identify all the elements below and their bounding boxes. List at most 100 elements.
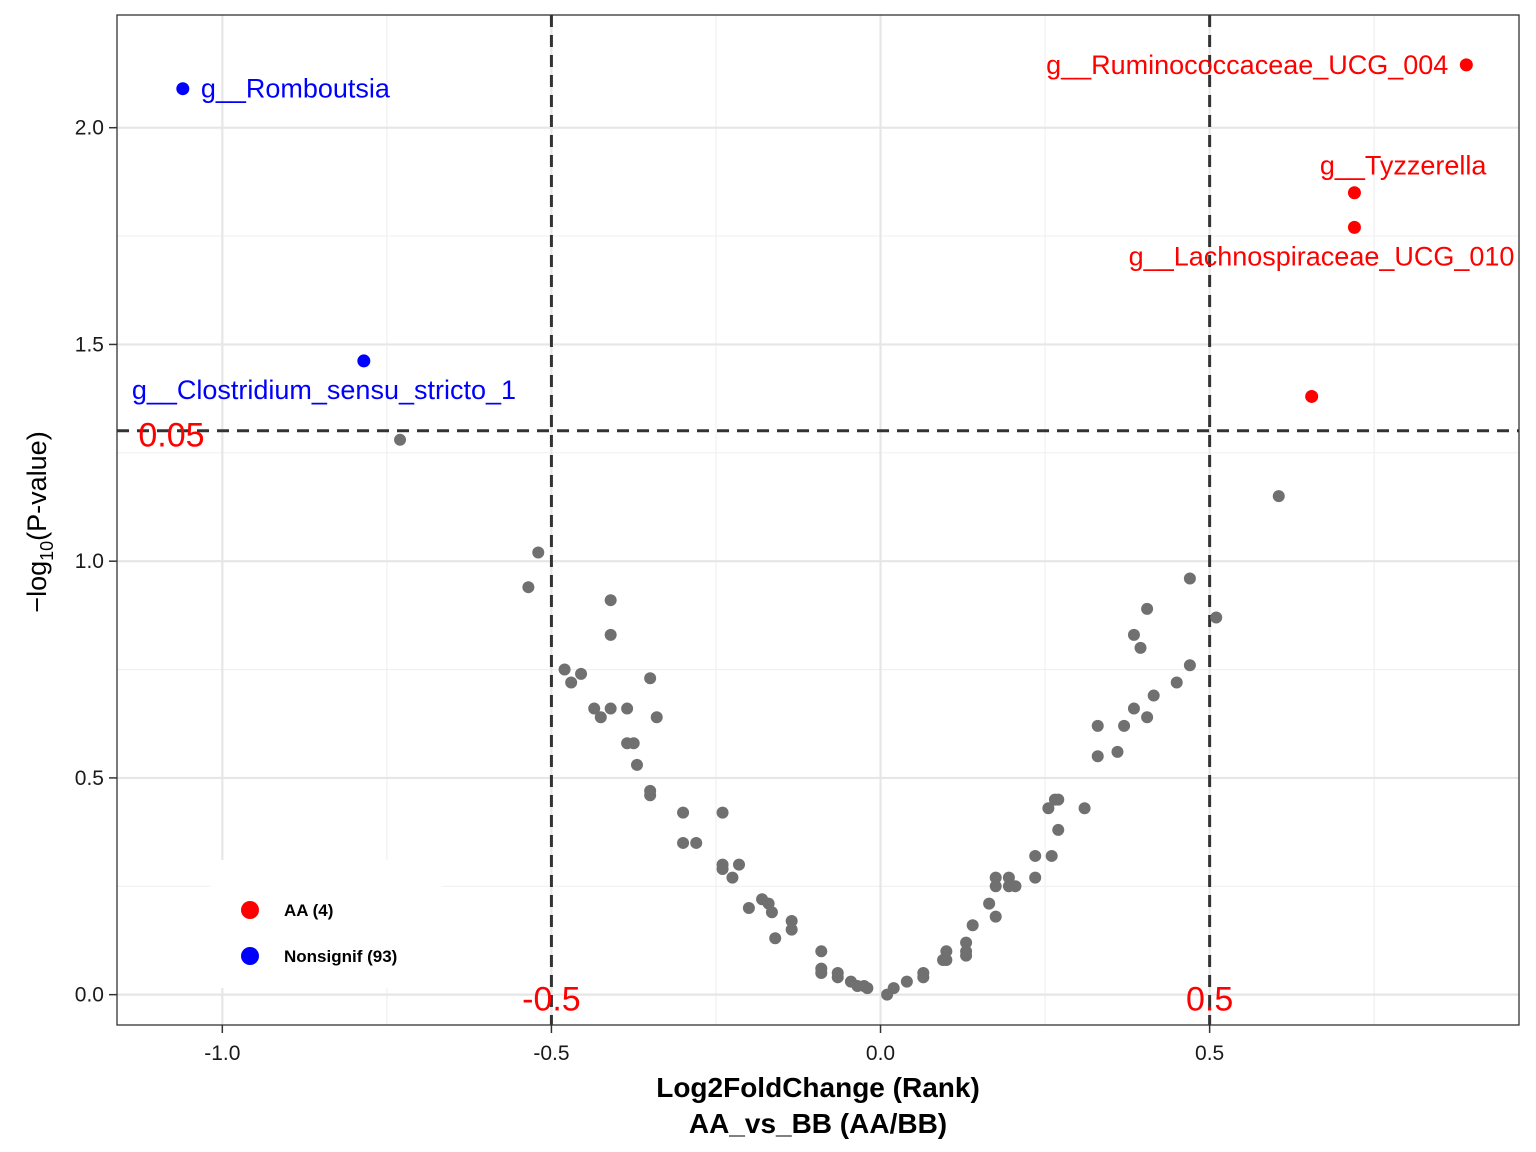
point-label: g__Ruminococcaceae_UCG_004 <box>1046 50 1448 80</box>
data-point <box>960 936 973 949</box>
highlighted-point <box>1347 186 1361 200</box>
legend-key-aa <box>241 901 259 919</box>
data-point <box>594 711 607 724</box>
x-tick-label: -1.0 <box>204 1042 240 1065</box>
data-point <box>621 702 634 715</box>
data-point <box>575 667 588 680</box>
data-point <box>1183 659 1196 672</box>
point-label: g__Lachnospiraceae_UCG_010 <box>1129 241 1515 271</box>
minor-gridlines <box>117 15 1519 1025</box>
data-point <box>785 914 798 927</box>
data-point <box>1141 602 1154 615</box>
x-axis-title-line1: Log2FoldChange (Rank) <box>656 1072 980 1103</box>
data-point <box>1029 849 1042 862</box>
threshold-label: 0.5 <box>1186 981 1233 1019</box>
data-point <box>522 581 535 594</box>
highlighted-point <box>1347 220 1361 234</box>
data-point <box>650 711 663 724</box>
data-point <box>532 546 545 559</box>
threshold-lines <box>117 15 1519 1025</box>
data-point <box>989 871 1002 884</box>
data-point <box>558 663 571 676</box>
point-label: g__Tyzzerella <box>1320 151 1488 181</box>
data-point <box>1272 490 1285 503</box>
data-point <box>815 945 828 958</box>
data-point <box>765 906 778 919</box>
legend-background <box>210 860 442 988</box>
highlighted-point <box>1459 58 1473 72</box>
point-label: g__Romboutsia <box>201 74 391 104</box>
data-point <box>1091 719 1104 732</box>
legend-key-nonsignif <box>241 947 259 965</box>
data-point <box>726 871 739 884</box>
y-tick-label: 1.0 <box>75 550 104 573</box>
data-point <box>881 988 894 1001</box>
data-point <box>1210 611 1223 624</box>
data-point <box>1045 849 1058 862</box>
data-point <box>1052 793 1065 806</box>
data-point <box>1009 880 1022 893</box>
data-point <box>861 982 874 995</box>
data-point <box>742 901 755 914</box>
data-point <box>1052 823 1065 836</box>
legend: AA (4) Nonsignif (93) <box>210 860 442 988</box>
data-point <box>677 806 690 819</box>
data-point <box>989 880 1002 893</box>
data-point <box>644 789 657 802</box>
data-point <box>785 923 798 936</box>
y-axis-title-suffix: (P-value) <box>22 431 52 541</box>
threshold-label: 0.05 <box>138 417 204 455</box>
data-point <box>1002 871 1015 884</box>
points-layer <box>394 433 1285 1001</box>
y-tick-label: 1.5 <box>75 333 104 356</box>
data-point <box>716 862 729 875</box>
highlighted-point <box>1305 389 1319 403</box>
data-point <box>1127 702 1140 715</box>
x-tick-label: -0.5 <box>533 1042 569 1065</box>
data-point <box>831 971 844 984</box>
data-point <box>937 953 950 966</box>
data-point <box>565 676 578 689</box>
panel-border <box>116 14 1520 1026</box>
data-point <box>588 702 601 715</box>
highlighted-points <box>176 58 1473 403</box>
point-label: g__Clostridium_sensu_stricto_1 <box>132 375 516 405</box>
data-point <box>1170 676 1183 689</box>
point-labels: g__Romboutsia g__Clostridium_sensu_strict… <box>132 50 1515 405</box>
data-point <box>1029 871 1042 884</box>
data-point <box>677 836 690 849</box>
data-point <box>1141 711 1154 724</box>
data-point <box>1127 628 1140 641</box>
highlighted-point <box>357 354 371 368</box>
data-point <box>604 594 617 607</box>
y-axis-title: −log10(P-value) <box>22 431 57 612</box>
legend-label-nonsignif: Nonsignif (93) <box>284 947 397 966</box>
data-point <box>733 858 746 871</box>
data-point <box>1091 750 1104 763</box>
data-point <box>1134 641 1147 654</box>
data-point <box>989 910 1002 923</box>
data-point <box>627 737 640 750</box>
y-tick-label: 0.5 <box>75 767 104 790</box>
data-point <box>1147 689 1160 702</box>
y-axis-title-subscript: 10 <box>37 541 57 561</box>
data-point <box>1111 745 1124 758</box>
data-point <box>769 932 782 945</box>
legend-label-aa: AA (4) <box>284 901 333 920</box>
y-tick-label: 0.0 <box>75 984 104 1007</box>
data-point <box>1078 802 1091 815</box>
x-tick-label: 0.5 <box>1195 1042 1224 1065</box>
data-point <box>900 975 913 988</box>
data-point <box>716 806 729 819</box>
threshold-labels: -0.5 0.5 0.05 <box>138 417 1233 1019</box>
x-axis-title-line2: AA_vs_BB (AA/BB) <box>689 1108 947 1139</box>
x-axis: -1.0 -0.5 0.0 0.5 <box>204 1025 1224 1065</box>
data-point <box>630 758 643 771</box>
data-point <box>644 672 657 685</box>
data-point <box>1118 719 1131 732</box>
data-point <box>604 702 617 715</box>
highlighted-point <box>176 82 190 96</box>
data-point <box>604 628 617 641</box>
data-point <box>966 919 979 932</box>
